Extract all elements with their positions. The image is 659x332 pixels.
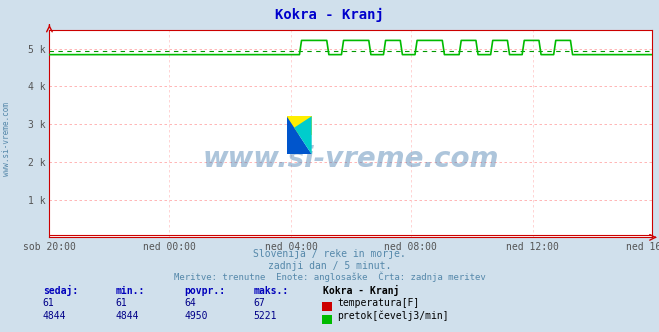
Text: 4844: 4844 bbox=[43, 311, 67, 321]
Text: www.si-vreme.com: www.si-vreme.com bbox=[203, 144, 499, 173]
Text: 4950: 4950 bbox=[185, 311, 208, 321]
Text: zadnji dan / 5 minut.: zadnji dan / 5 minut. bbox=[268, 261, 391, 271]
Text: temperatura[F]: temperatura[F] bbox=[337, 298, 420, 308]
Text: 64: 64 bbox=[185, 298, 196, 308]
Text: Kokra - Kranj: Kokra - Kranj bbox=[323, 285, 399, 296]
Text: www.si-vreme.com: www.si-vreme.com bbox=[2, 103, 11, 176]
Polygon shape bbox=[287, 116, 312, 154]
Text: Kokra - Kranj: Kokra - Kranj bbox=[275, 8, 384, 22]
Polygon shape bbox=[294, 116, 312, 154]
Polygon shape bbox=[287, 116, 312, 135]
Text: sedaj:: sedaj: bbox=[43, 285, 78, 296]
Text: 61: 61 bbox=[43, 298, 55, 308]
Text: pretok[čevelj3/min]: pretok[čevelj3/min] bbox=[337, 310, 449, 321]
Text: 5221: 5221 bbox=[254, 311, 277, 321]
Text: 67: 67 bbox=[254, 298, 266, 308]
Text: Meritve: trenutne  Enote: anglosaške  Črta: zadnja meritev: Meritve: trenutne Enote: anglosaške Črta… bbox=[173, 272, 486, 283]
Text: Slovenija / reke in morje.: Slovenija / reke in morje. bbox=[253, 249, 406, 259]
Text: maks.:: maks.: bbox=[254, 286, 289, 296]
Text: povpr.:: povpr.: bbox=[185, 286, 225, 296]
Text: 4844: 4844 bbox=[115, 311, 139, 321]
Text: 61: 61 bbox=[115, 298, 127, 308]
Text: min.:: min.: bbox=[115, 286, 145, 296]
